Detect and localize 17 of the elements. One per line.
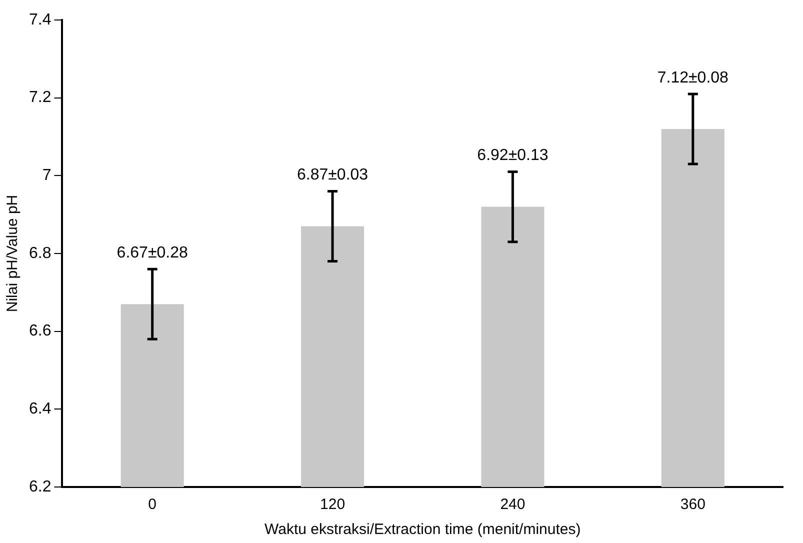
data-label: 7.12±0.08 [657,69,729,86]
y-tick-label: 7.4 [28,11,52,28]
x-tick-label: 0 [148,496,157,514]
x-axis-title: Waktu ekstraksi/Extraction time (menit/minutes) [264,521,581,538]
y-tick-label: 6.2 [28,478,52,496]
y-tick-label: 7 [42,167,52,184]
x-tick-label: 360 [680,496,706,514]
x-tick-label: 240 [500,496,526,514]
y-tick-label: 6.6 [28,322,52,340]
data-label: 6.87±0.03 [296,166,368,184]
data-label: 6.67±0.28 [116,244,188,262]
y-axis-title: Nilai pH/Value pH [4,194,22,312]
y-tick-label: 6.4 [28,400,52,418]
x-tick-label: 120 [320,496,346,514]
data-label: 6.92±0.13 [477,147,548,164]
y-tick-label: 6.8 [28,244,52,262]
y-tick-label: 7.2 [28,89,52,106]
